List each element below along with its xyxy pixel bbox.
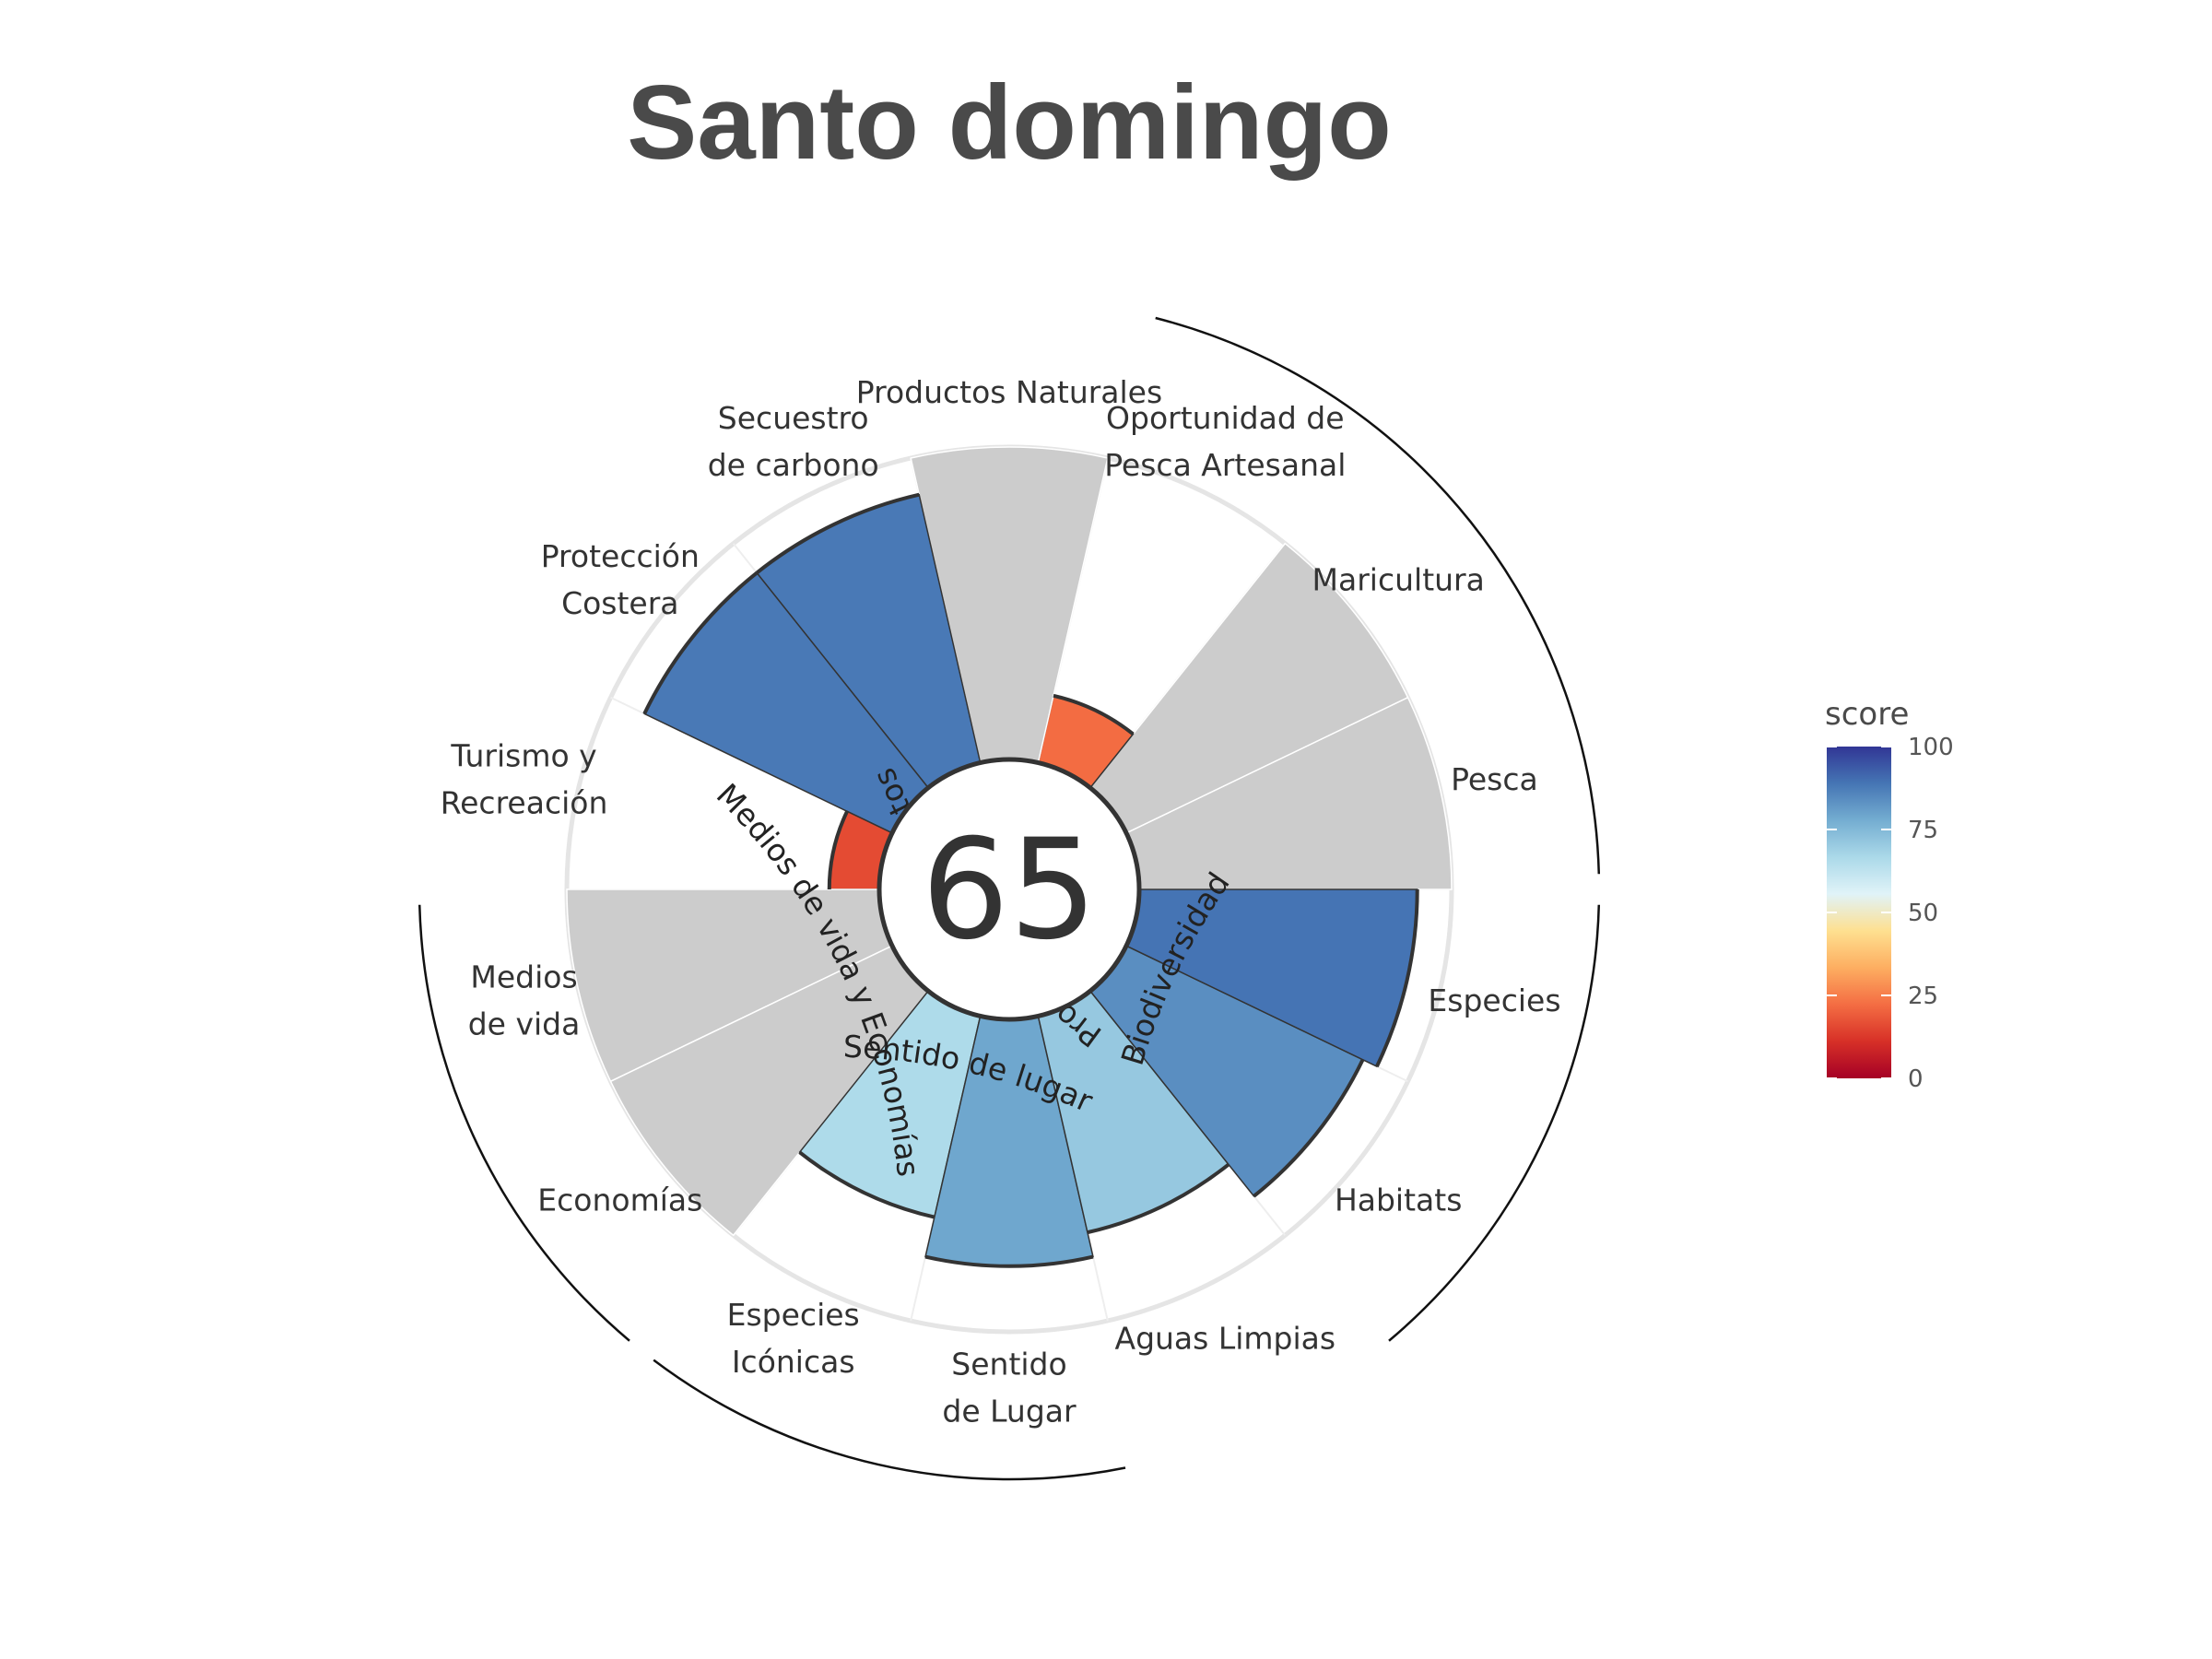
goal-label: Economías [537,1182,702,1218]
legend-tick-label: 75 [1908,817,1938,844]
goal-label-line: Especies [1428,982,1560,1018]
goal-label: Especies [1428,982,1560,1018]
legend-title: score [1825,696,1909,733]
group-arc [653,1359,1126,1481]
goal-label: Pesca [1451,761,1538,797]
goal-label: Maricultura [1312,561,1485,597]
legend-colorbar [1827,747,1891,1078]
goal-label-line: de Lugar [942,1394,1077,1430]
goal-label-line: Pesca [1451,761,1538,797]
goal-label-line: Maricultura [1312,561,1485,597]
score-legend: score 100 75 50 25 0 [1825,696,1954,1093]
petal-outline [1253,1058,1365,1198]
goal-label-line: Especies [727,1297,860,1333]
goal-label: Sentido de Lugar [942,1347,1077,1430]
goal-label: Oportunidad de Pesca Artesanal [1104,400,1346,483]
petal-outline [798,1150,935,1219]
goal-label: Secuestro de carbono [708,400,879,483]
goal-label: Protección Costera [541,538,700,621]
goal-label-group: Pesca Maricultura Oportunidad de Pesca Arte… [441,374,1561,1430]
goal-label-line: Productos Naturales [856,374,1162,410]
goal-label-line: Pesca Artesanal [1104,447,1346,483]
goal-label-line: Costera [561,585,678,621]
center-disc [877,757,1142,1022]
group-arc [1388,904,1601,1342]
petal-outline [1053,693,1135,736]
goal-label: Especies Icónicas [727,1297,860,1380]
petal-outline [642,571,759,715]
goal-label-line: Sentido [951,1347,1066,1382]
legend-tick-label: 50 [1908,900,1938,927]
petal-outline [1375,888,1419,1067]
legend-tick-label: 100 [1908,734,1954,761]
chart-title: Santo domingo [627,65,1392,182]
goal-label: Habitats [1335,1182,1462,1218]
petal-outline [755,492,920,575]
legend-tick-label: 0 [1908,1065,1924,1093]
legend-tick-label: 25 [1908,982,1938,1010]
petal-outline-group [642,492,1419,1268]
goal-label-line: de vida [468,1006,581,1042]
goal-label-line: Oportunidad de [1106,400,1344,436]
center-score: 65 [922,810,1098,971]
goal-label: Medios de vida [468,959,581,1042]
petal-outline [827,810,849,890]
goal-label-line: Recreación [441,784,608,820]
goal-label: Productos Naturales [856,374,1162,410]
goal-label: Aguas Limpias [1115,1321,1336,1357]
goal-label-line: Secuestro [718,400,869,436]
group-arc [418,904,630,1342]
group-arc [1155,316,1601,875]
petal-outline [1087,1162,1230,1235]
petal-outline [924,1254,1094,1268]
goal-label-line: Economías [537,1182,702,1218]
goal-label-line: Aguas Limpias [1115,1321,1336,1357]
petal-group [566,446,1453,1267]
goal-label-line: Icónicas [732,1344,855,1380]
goal-label-line: Turismo y [450,737,596,773]
goal-label: Turismo y Recreación [441,737,608,820]
goal-label-line: Medios [470,959,577,995]
goal-label-line: Habitats [1335,1182,1462,1218]
goal-label-line: de carbono [708,447,879,483]
goal-label-line: Protección [541,538,700,574]
